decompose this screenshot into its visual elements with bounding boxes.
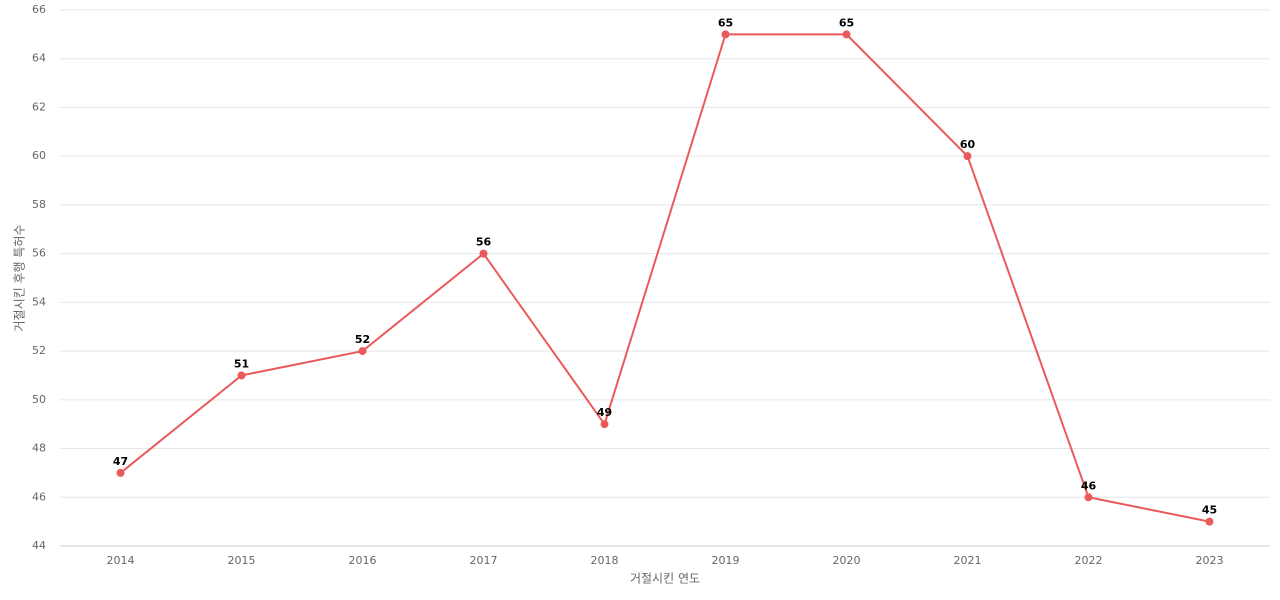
data-label: 51 xyxy=(234,357,249,370)
data-label: 65 xyxy=(839,16,854,29)
x-tick-label: 2017 xyxy=(470,554,498,567)
data-point xyxy=(600,420,609,429)
y-tick-label: 50 xyxy=(32,393,46,406)
y-tick-label: 48 xyxy=(32,442,46,455)
y-tick-label: 58 xyxy=(32,198,46,211)
y-tick-label: 60 xyxy=(32,149,46,162)
data-label: 49 xyxy=(597,406,612,419)
x-tick-label: 2020 xyxy=(833,554,861,567)
y-tick-label: 44 xyxy=(32,539,46,552)
y-tick-label: 54 xyxy=(32,295,46,308)
data-label: 60 xyxy=(960,138,976,151)
x-tick-label: 2015 xyxy=(228,554,256,567)
x-tick-label: 2016 xyxy=(349,554,377,567)
x-tick-label: 2018 xyxy=(591,554,619,567)
y-tick-label: 46 xyxy=(32,490,46,503)
data-label: 45 xyxy=(1202,504,1217,517)
data-point xyxy=(721,30,730,39)
y-tick-label: 66 xyxy=(32,3,46,16)
data-label: 47 xyxy=(113,455,128,468)
data-point xyxy=(116,468,125,477)
x-axis-label: 거절시킨 연도 xyxy=(630,572,700,586)
x-tick-label: 2022 xyxy=(1075,554,1103,567)
data-label: 65 xyxy=(718,16,733,29)
series-line xyxy=(119,33,1210,523)
data-point xyxy=(1084,493,1093,502)
y-tick-label: 56 xyxy=(32,247,46,260)
data-point xyxy=(1205,517,1214,526)
data-point xyxy=(237,371,246,380)
y-tick-label: 62 xyxy=(32,100,46,113)
data-point xyxy=(479,249,488,258)
x-tick-label: 2019 xyxy=(712,554,740,567)
data-label: 46 xyxy=(1081,479,1097,492)
y-tick-label: 52 xyxy=(32,344,46,357)
data-point xyxy=(842,30,851,39)
data-label: 52 xyxy=(355,333,370,346)
x-tick-label: 2023 xyxy=(1196,554,1224,567)
y-tick-label: 64 xyxy=(32,52,46,65)
data-point xyxy=(963,152,972,161)
data-point xyxy=(358,347,367,356)
x-tick-label: 2014 xyxy=(107,554,135,567)
data-label: 56 xyxy=(476,236,492,249)
x-tick-label: 2021 xyxy=(954,554,982,567)
y-axis-label: 거절시킨 후행 특허수 xyxy=(12,225,27,332)
